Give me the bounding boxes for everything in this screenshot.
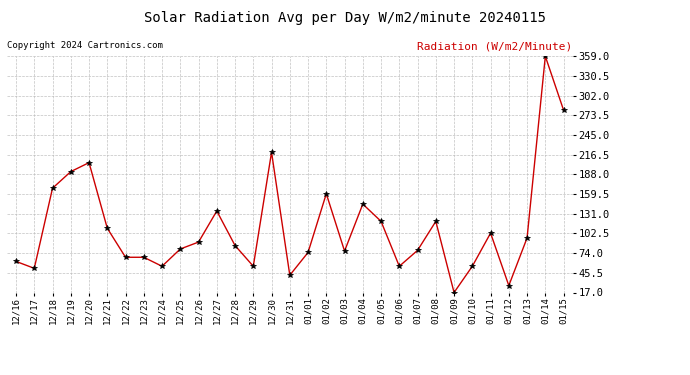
Text: Copyright 2024 Cartronics.com: Copyright 2024 Cartronics.com: [7, 41, 163, 50]
Text: Solar Radiation Avg per Day W/m2/minute 20240115: Solar Radiation Avg per Day W/m2/minute …: [144, 11, 546, 25]
Text: Radiation (W/m2/Minute): Radiation (W/m2/Minute): [417, 41, 573, 51]
